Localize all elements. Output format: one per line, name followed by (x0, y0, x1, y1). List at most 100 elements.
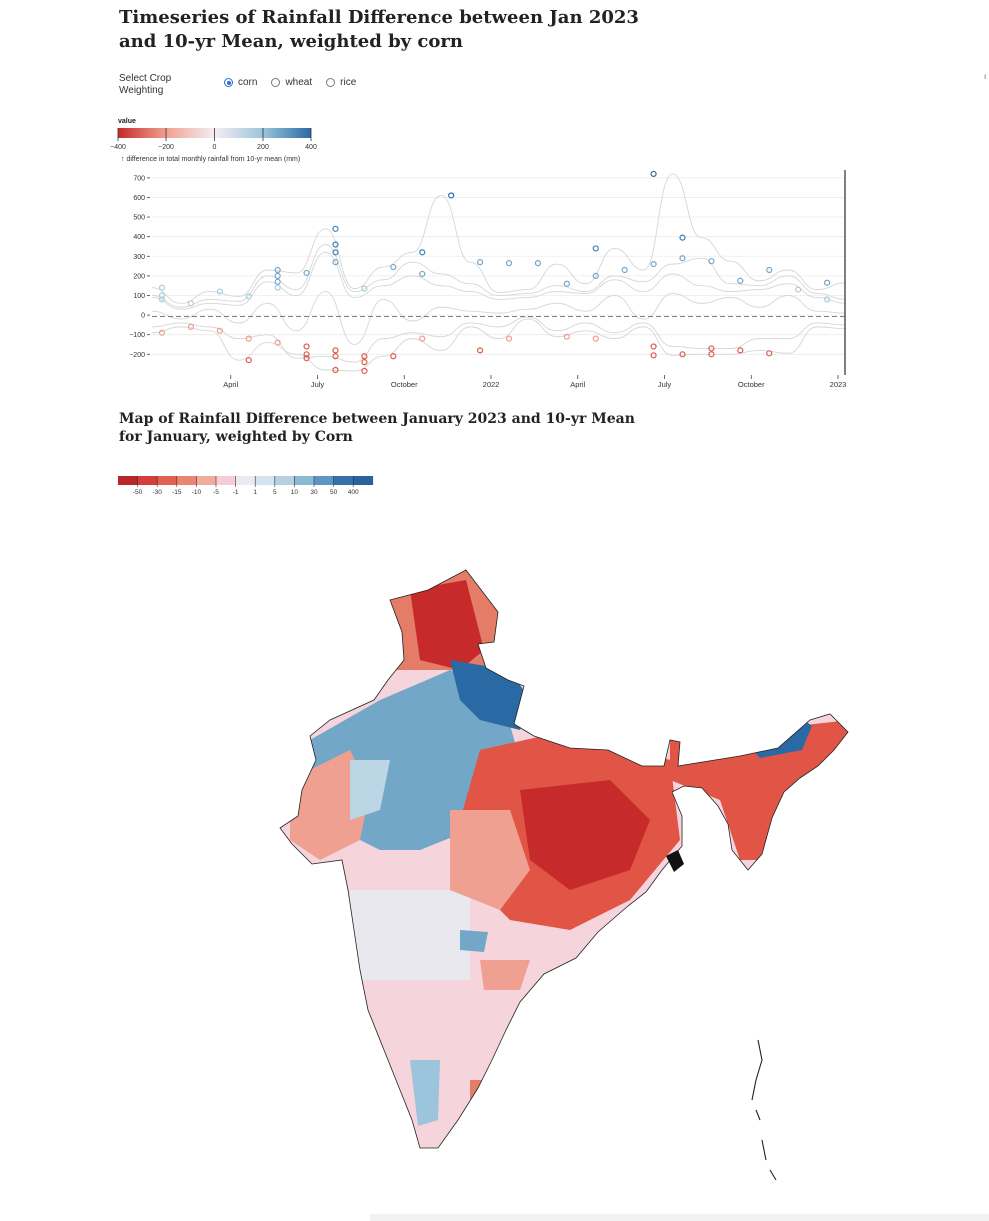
data-point (361, 353, 368, 360)
data-point (216, 327, 223, 334)
data-point (187, 300, 195, 307)
radio-wheat-dot[interactable] (271, 78, 281, 87)
map-legend-swatch (353, 476, 374, 485)
x-tick-label: October (738, 380, 765, 389)
map-legend-swatch (137, 476, 158, 485)
value-legend: value −400 −200 0 200 400 (110, 118, 317, 151)
map-region-gujarat-light[interactable] (350, 760, 390, 820)
data-point (245, 293, 252, 300)
data-point (419, 270, 426, 278)
data-point (158, 284, 166, 291)
india-rainfall-map[interactable] (270, 560, 870, 1190)
data-point (708, 345, 715, 352)
chart-gridlines (152, 177, 846, 355)
data-point (187, 323, 195, 330)
map-legend-swatch (314, 476, 334, 485)
y-axis-label: ↑ difference in total monthly rainfall f… (121, 156, 300, 163)
crop-weighting-label: Select Crop Weighting (119, 73, 172, 96)
x-tick-label: April (570, 380, 585, 389)
data-point (245, 357, 252, 364)
value-legend-tickmarks (117, 128, 312, 141)
map-region-tamil-red[interactable] (470, 1080, 500, 1120)
data-point (766, 350, 773, 357)
map-legend-swatch (333, 476, 354, 485)
data-point (650, 343, 657, 350)
radio-wheat[interactable]: wheat (271, 77, 312, 88)
corner-mark: ı (984, 72, 987, 81)
data-point (563, 280, 570, 287)
radio-wheat-label: wheat (285, 77, 313, 88)
data-point (332, 225, 339, 232)
data-point (766, 266, 773, 274)
map-region-deccan-patch[interactable] (460, 930, 488, 952)
map-region-central-south[interactable] (350, 890, 470, 980)
data-point (332, 241, 339, 248)
map-legend-tick-label: -5 (213, 489, 219, 496)
y-axis: 700 600 500 400 300 200 100 0 −100 −200 (129, 175, 150, 359)
radio-rice-dot[interactable] (326, 78, 336, 87)
timeseries-chart[interactable]: ↑ difference in total monthly rainfall f… (110, 150, 855, 395)
data-point (361, 285, 368, 292)
data-point (332, 353, 339, 360)
radio-rice-label: rice (340, 77, 357, 88)
series-line (151, 316, 847, 363)
series-line (151, 251, 847, 310)
map-legend-tick-label: 5 (273, 489, 277, 496)
series-line (151, 173, 847, 304)
page-title: Timeseries of Rainfall Difference betwee… (119, 7, 639, 52)
data-point (476, 259, 484, 266)
map-legend-tick-label: 30 (310, 489, 318, 496)
y-tick-label: 600 (133, 195, 145, 202)
value-legend-title: value (118, 118, 136, 125)
map-legend-tick-label: 50 (330, 489, 338, 496)
data-point (158, 329, 166, 336)
map-legend-tick-label: -15 (172, 489, 182, 496)
map-legend-tick-label: 10 (291, 489, 299, 496)
map-region-northeast-red[interactable] (670, 720, 850, 860)
data-point (679, 234, 686, 241)
radio-corn[interactable]: corn (224, 77, 257, 88)
map-legend-swatch (255, 476, 276, 485)
series-line (151, 291, 847, 345)
map-legend-labels: -50 -30 -15 -10 -5 -1 1 5 10 30 50 400 (133, 476, 359, 496)
map-legend-swatch (157, 476, 178, 485)
data-point (303, 355, 310, 362)
data-point (274, 272, 281, 279)
crop-radio-group: corn wheat rice (224, 77, 356, 88)
map-region-andhra-patch[interactable] (480, 960, 530, 990)
map-region-central-light-red[interactable] (450, 810, 530, 910)
radio-rice[interactable]: rice (326, 77, 356, 88)
x-tick-label: April (223, 380, 238, 389)
data-point (737, 347, 744, 354)
value-legend-tick-label: 0 (213, 144, 217, 151)
map-region-central-deep-red[interactable] (520, 780, 650, 890)
data-point (505, 260, 513, 267)
y-tick-label: 500 (133, 215, 145, 222)
data-point (650, 261, 657, 268)
map-legend-tick-label: -10 (192, 489, 202, 496)
data-point (274, 278, 281, 285)
data-point (303, 269, 310, 277)
andaman-islands (751, 1039, 777, 1181)
map-legend: -50 -30 -15 -10 -5 -1 1 5 10 30 50 400 (118, 476, 374, 496)
map-legend-swatch (274, 476, 295, 485)
bottom-scroll-shadow (370, 1214, 989, 1221)
map-legend-swatch (235, 476, 256, 485)
chart-points (158, 170, 831, 375)
data-point (592, 272, 599, 279)
map-legend-tick-label: 400 (348, 489, 359, 496)
data-point (823, 296, 831, 303)
map-region-kashmir-core[interactable] (410, 580, 484, 670)
data-point (361, 359, 368, 366)
series-line (151, 318, 847, 372)
map-region-kerala-blue[interactable] (410, 1060, 440, 1126)
data-point (274, 339, 281, 346)
value-legend-tick-label: 200 (257, 144, 269, 151)
radio-corn-dot[interactable] (224, 78, 233, 87)
map-legend-swatch (176, 476, 197, 485)
map-legend-swatch (196, 476, 217, 485)
data-point (679, 255, 686, 262)
data-point (823, 279, 831, 286)
data-point (708, 351, 715, 358)
data-point (332, 249, 339, 256)
